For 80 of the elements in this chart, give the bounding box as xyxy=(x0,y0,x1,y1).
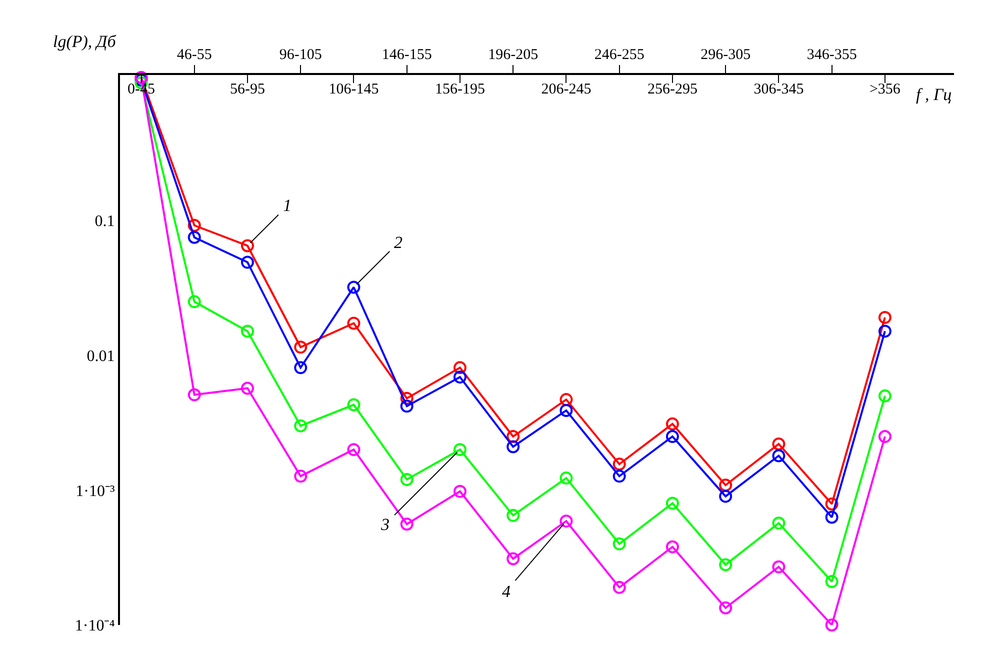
y-tick-label: 0.1 xyxy=(94,213,115,230)
point xyxy=(400,392,414,405)
point xyxy=(560,404,573,417)
point xyxy=(612,537,626,550)
point xyxy=(347,316,360,330)
point xyxy=(878,310,892,324)
point xyxy=(347,443,360,456)
point xyxy=(666,496,679,510)
point xyxy=(666,417,679,430)
point xyxy=(294,340,308,354)
point xyxy=(453,443,466,456)
point xyxy=(347,398,360,412)
x-tick-label: 196-205 xyxy=(488,47,538,63)
y-tick-label: 1·10⁻³ xyxy=(76,482,116,500)
point xyxy=(453,484,466,498)
point xyxy=(347,280,360,294)
point xyxy=(506,440,520,454)
point xyxy=(772,449,786,462)
x-tick-label: 306-345 xyxy=(754,82,804,98)
x-tick-label: 46-55 xyxy=(176,47,212,63)
point xyxy=(666,540,679,554)
y-tick-label: 0.01 xyxy=(86,348,115,365)
point xyxy=(719,601,732,614)
point xyxy=(453,370,466,384)
point xyxy=(400,400,414,413)
point xyxy=(719,558,732,572)
x-tick-label: 246-255 xyxy=(594,47,644,63)
point xyxy=(878,324,892,338)
point xyxy=(560,393,573,406)
point xyxy=(240,382,254,395)
point xyxy=(772,516,786,530)
point xyxy=(400,518,414,531)
annotation: 4 xyxy=(502,582,511,601)
x-tick-label: 106-145 xyxy=(328,82,379,98)
point xyxy=(240,239,254,252)
point xyxy=(294,419,308,432)
point xyxy=(400,472,414,486)
point xyxy=(772,438,786,450)
point xyxy=(188,230,201,244)
x-axis-title: f , Гц xyxy=(916,85,952,104)
point xyxy=(772,560,786,574)
annotation: 2 xyxy=(394,233,403,252)
point xyxy=(719,478,732,492)
annotation: 3 xyxy=(380,515,390,534)
point xyxy=(878,389,892,402)
point xyxy=(612,470,626,483)
point xyxy=(825,510,838,524)
point xyxy=(666,430,679,444)
point xyxy=(612,580,626,594)
point xyxy=(506,430,520,444)
point xyxy=(294,470,308,483)
point xyxy=(560,472,573,485)
point xyxy=(188,218,201,232)
point xyxy=(825,575,838,588)
point xyxy=(240,256,254,269)
point xyxy=(825,618,838,632)
point xyxy=(612,458,626,471)
point xyxy=(878,430,892,444)
point xyxy=(825,497,838,510)
point xyxy=(719,490,732,503)
annotation: 1 xyxy=(283,196,292,215)
point xyxy=(188,295,201,308)
x-tick-label: 256-295 xyxy=(647,82,698,98)
point xyxy=(506,508,520,522)
point xyxy=(240,324,254,338)
point xyxy=(506,552,520,566)
x-tick-label: 206-245 xyxy=(541,82,592,98)
point xyxy=(560,514,573,528)
x-tick-label: 56-95 xyxy=(230,82,265,98)
point xyxy=(294,361,308,374)
x-tick-label: 146-155 xyxy=(382,47,432,63)
x-tick-label: >356 xyxy=(869,82,901,98)
y-tick-label: 1·10⁻⁴ xyxy=(74,618,116,635)
y-axis-title: lg(P), Дб xyxy=(53,32,116,51)
x-tick-label: 346-355 xyxy=(806,47,857,63)
x-tick-label: 96-105 xyxy=(279,47,322,63)
point xyxy=(453,361,466,374)
point xyxy=(188,388,201,402)
x-tick-label: 156-195 xyxy=(434,82,485,98)
x-tick-label: 296-305 xyxy=(700,47,751,63)
